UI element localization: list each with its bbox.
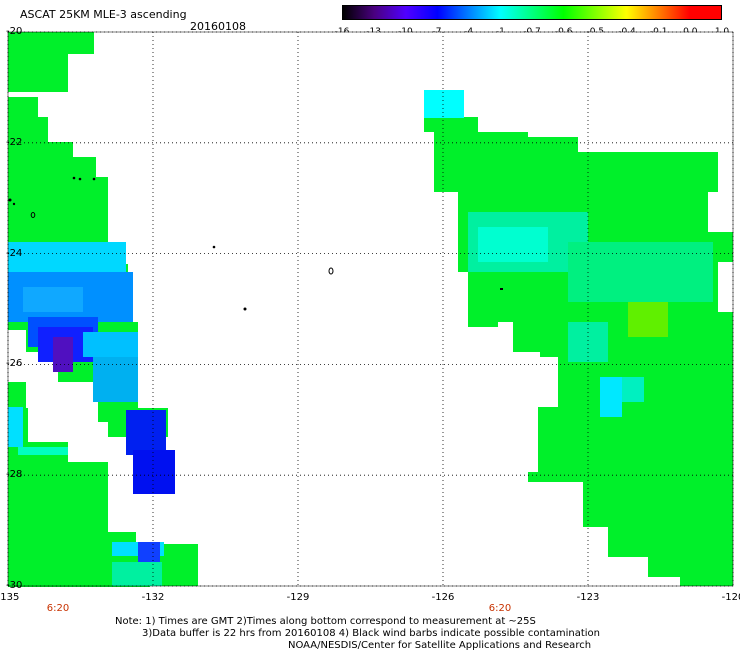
x-tick-label: -135 [0, 592, 20, 603]
map-plot [7, 31, 734, 587]
y-tick-label: -30 [6, 580, 23, 591]
date-label: 20160108 [190, 20, 246, 33]
title: ASCAT 25KM MLE-3 ascending [20, 8, 187, 21]
right-swath-cyan-top [424, 90, 464, 118]
note-line-1: Note: 1) Times are GMT 2)Times along bot… [115, 616, 536, 627]
islands [8, 176, 503, 311]
note-line-2: 3)Data buffer is 22 hrs from 20160108 4)… [142, 628, 600, 639]
colorbar [342, 5, 722, 20]
left-swath-green-lower [8, 382, 150, 587]
time-label-left: 6:20 [46, 603, 70, 614]
x-tick-label: -132 [141, 592, 165, 603]
right-swath-gaps [508, 352, 583, 587]
y-tick-label: -26 [6, 358, 23, 370]
left-swath-green [8, 32, 94, 92]
y-tick-label: -24 [6, 247, 23, 259]
x-tick-label: -129 [286, 592, 310, 603]
y-tick-label: -20 [6, 26, 23, 37]
x-tick-label: -126 [431, 592, 455, 603]
y-tick-label: -28 [6, 469, 23, 481]
left-swath-low [8, 242, 175, 586]
right-swath [424, 90, 733, 586]
y-tick-label: -22 [6, 136, 23, 148]
time-label-right: 6:20 [488, 603, 512, 614]
x-tick-label: -123 [576, 592, 600, 603]
x-tick-label: -120 [721, 592, 740, 603]
note-line-3: NOAA/NESDIS/Center for Satellite Applica… [288, 640, 592, 651]
